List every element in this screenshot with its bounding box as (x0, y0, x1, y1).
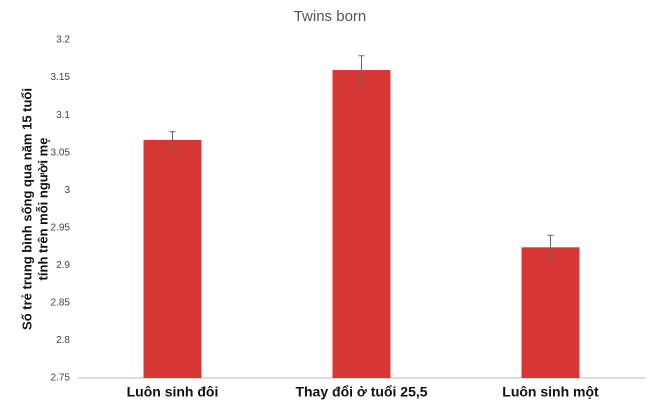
y-tick-label: 3.05 (51, 147, 71, 158)
y-tick-label: 3.15 (51, 72, 71, 83)
y-axis-label: Số trẻ trung bình sống qua năm 15 tuổi (19, 88, 34, 330)
chart-title: Twins born (294, 8, 367, 25)
y-tick-label: 2.9 (56, 260, 70, 271)
y-tick-label: 2.8 (56, 335, 70, 346)
x-tick-label: Luôn sinh đôi (127, 384, 219, 400)
x-tick-label: Thay đổi ở tuổi 25,5 (295, 384, 427, 400)
y-tick-label: 3 (64, 185, 70, 196)
y-tick-label: 2.95 (51, 222, 71, 233)
x-tick-label: Luôn sinh một (502, 384, 599, 400)
bar (521, 247, 580, 378)
y-tick-label: 2.85 (51, 298, 71, 309)
y-axis-label: tính trên mỗi người mẹ (35, 138, 50, 281)
y-tick-label: 3.2 (56, 35, 70, 46)
bar (143, 139, 202, 378)
y-tick-label: 2.75 (51, 373, 71, 384)
y-tick-label: 3.1 (56, 110, 70, 121)
bar (332, 70, 391, 379)
